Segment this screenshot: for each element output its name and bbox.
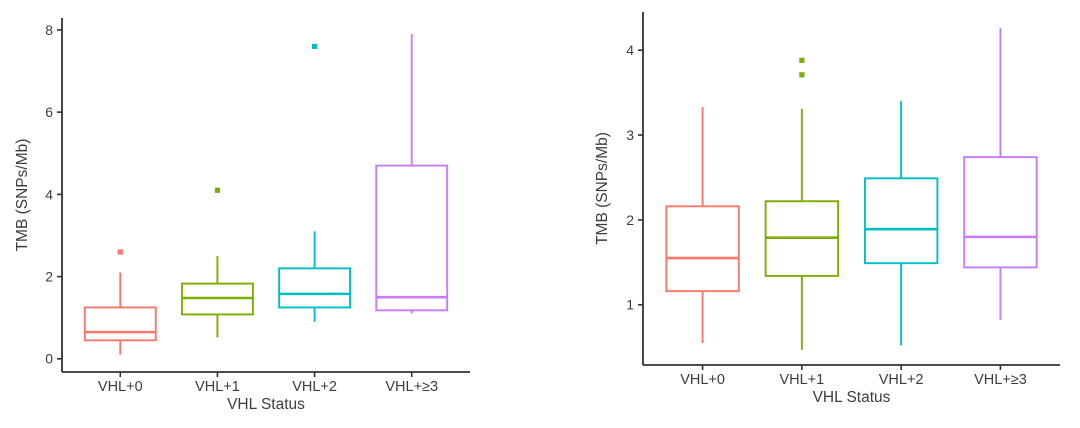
- box-VHL+0: [83, 249, 157, 355]
- y-tick-label: 2: [45, 269, 53, 285]
- y-tick-label: 4: [45, 186, 53, 202]
- box-VHL+0: [665, 107, 740, 343]
- box-VHL+2: [278, 43, 351, 322]
- y-tick-label: 8: [45, 22, 53, 38]
- x-axis-title: VHL Status: [813, 389, 891, 406]
- boxplot-svg: 0 2 4 6 8 VHL+0 VHL+1 VHL+2 VHL+≥3 VHL Status TMB …: [14, 18, 470, 413]
- box-VHL+≥3: [963, 28, 1038, 321]
- x-tick-label: VHL+1: [779, 372, 824, 388]
- iqr-box: [278, 267, 351, 309]
- iqr-box: [665, 205, 740, 293]
- y-tick-label: 1: [626, 297, 634, 313]
- iqr-box: [83, 306, 157, 342]
- box-VHL+1: [181, 187, 254, 338]
- y-tick-label: 4: [626, 42, 634, 58]
- outlier-point: [311, 43, 318, 49]
- y-tick-label: 3: [626, 127, 634, 143]
- outlier-point: [799, 57, 805, 63]
- y-tick-label: 0: [45, 351, 53, 367]
- y-axis-title: TMB (SNPs/Mb): [594, 132, 611, 245]
- x-tick-label: VHL+2: [292, 379, 337, 395]
- boxplot-panel-left: 0 2 4 6 8 VHL+0 VHL+1 VHL+2 VHL+≥3 VHL Status TMB …: [14, 18, 470, 413]
- outlier-point: [799, 72, 805, 78]
- box-VHL+2: [863, 101, 939, 346]
- y-tick-label: 6: [45, 104, 53, 120]
- boxplot-svg: 1 2 3 4 VHL+0 VHL+1 VHL+2 VHL+≥3 VHL Status TMB (…: [594, 12, 1060, 406]
- x-tick-label: VHL+1: [195, 379, 240, 395]
- y-tick-label: 2: [626, 212, 634, 228]
- iqr-box: [863, 177, 939, 265]
- x-tick-label: VHL+0: [98, 379, 143, 395]
- iqr-box: [375, 164, 449, 312]
- boxplot-panel-right: 1 2 3 4 VHL+0 VHL+1 VHL+2 VHL+≥3 VHL Status TMB (…: [540, 0, 1080, 428]
- box-VHL+1: [764, 57, 840, 350]
- outlier-point: [214, 187, 221, 193]
- iqr-box: [963, 156, 1038, 269]
- y-axis-title: TMB (SNPs/Mb): [14, 139, 31, 252]
- x-tick-label: VHL+≥3: [974, 372, 1027, 388]
- x-tick-label: VHL+≥3: [385, 379, 438, 395]
- x-axis-title: VHL Status: [227, 396, 305, 413]
- x-tick-label: VHL+0: [680, 372, 725, 388]
- box-VHL+≥3: [375, 34, 449, 314]
- x-tick-label: VHL+2: [879, 372, 924, 388]
- outlier-point: [117, 249, 123, 255]
